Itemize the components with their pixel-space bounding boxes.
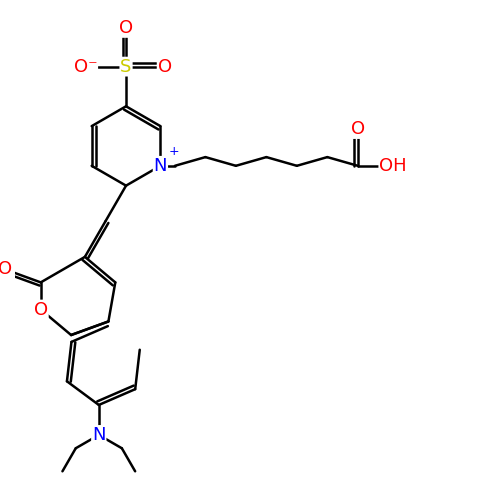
Text: S: S <box>120 58 132 76</box>
Text: N: N <box>92 426 106 444</box>
Text: O: O <box>350 120 365 138</box>
Text: O⁻: O⁻ <box>74 58 97 76</box>
Text: O: O <box>158 58 172 76</box>
Text: O: O <box>34 300 48 318</box>
Text: +: + <box>168 144 179 158</box>
Text: O: O <box>119 19 133 37</box>
Text: N: N <box>154 157 167 175</box>
Text: OH: OH <box>380 157 407 175</box>
Text: O: O <box>0 260 12 278</box>
